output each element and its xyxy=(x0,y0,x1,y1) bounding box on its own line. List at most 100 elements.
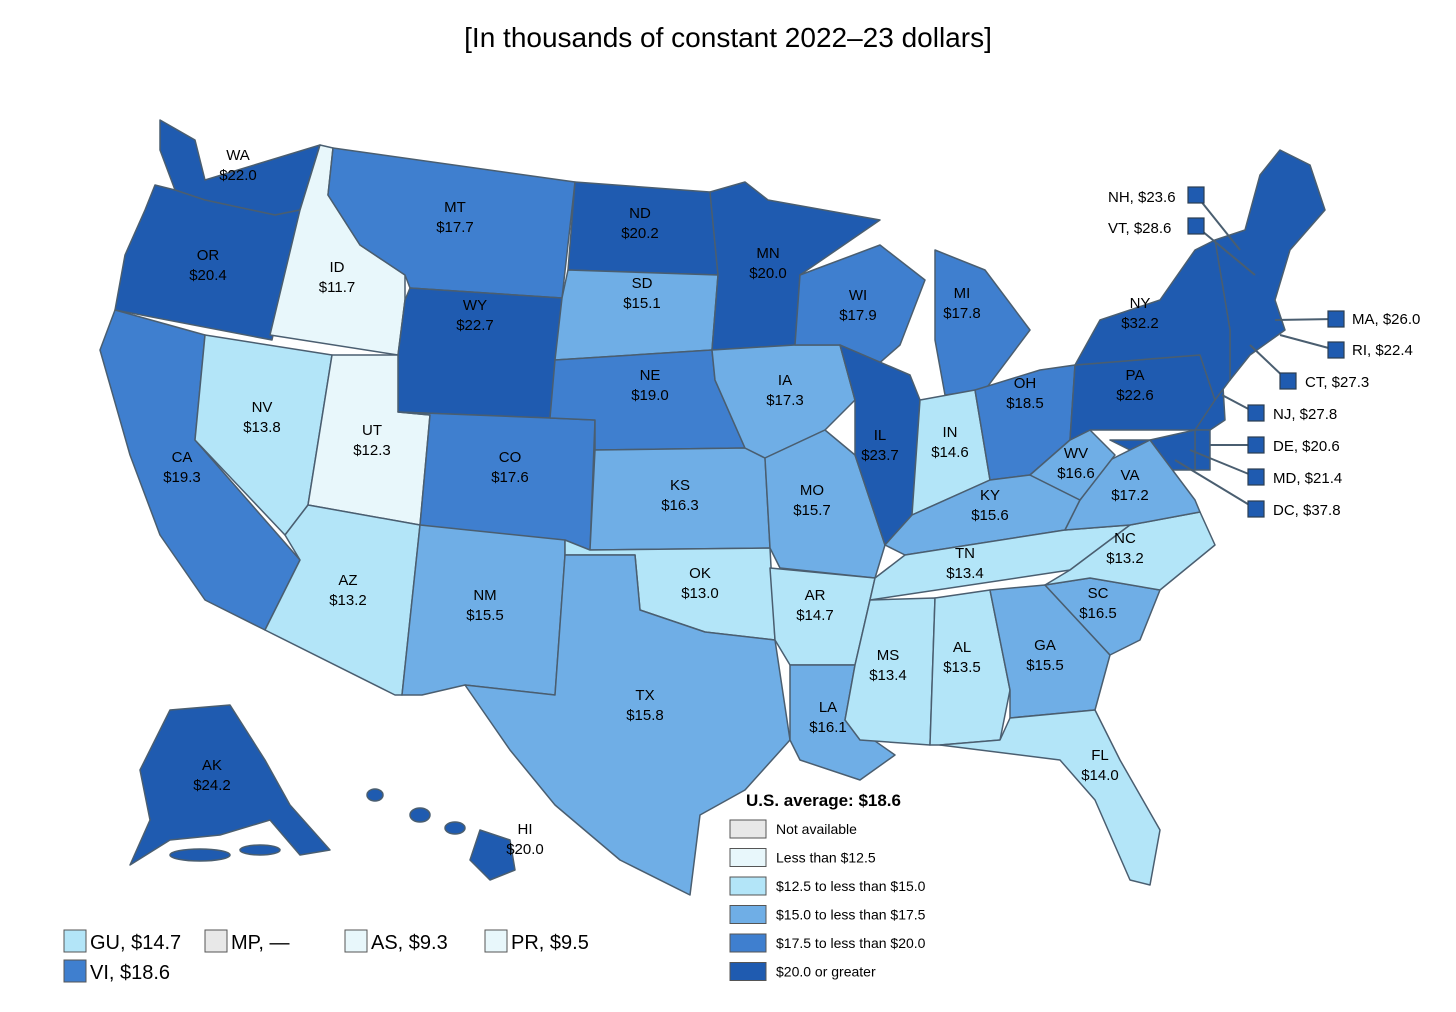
callout-label: NH, $23.6 xyxy=(1108,189,1176,206)
state-value-in: $14.6 xyxy=(931,444,969,461)
callout-leader xyxy=(1279,334,1337,351)
territory-label: PR, $9.5 xyxy=(511,932,589,954)
territory-swatch xyxy=(344,929,368,953)
state-abbr-nd: ND xyxy=(629,205,651,222)
island-shape xyxy=(239,844,281,856)
legend-label: Less than $12.5 xyxy=(776,850,876,866)
state-shape-mo xyxy=(764,429,886,579)
map-title: [In thousands of constant 2022–23 dollar… xyxy=(464,22,992,53)
state-abbr-al: AL xyxy=(953,639,971,656)
state-value-tx: $15.8 xyxy=(626,707,664,724)
state-value-ut: $12.3 xyxy=(353,442,391,459)
state-abbr-ca: CA xyxy=(172,449,193,466)
state-value-ny: $32.2 xyxy=(1121,315,1159,332)
legend-label: $17.5 to less than $20.0 xyxy=(776,935,926,951)
callout-label: MD, $21.4 xyxy=(1273,470,1342,487)
state-value-ok: $13.0 xyxy=(681,585,719,602)
legend-title: U.S. average: $18.6 xyxy=(746,791,901,810)
state-value-ia: $17.3 xyxy=(766,392,804,409)
state-abbr-sd: SD xyxy=(632,275,653,292)
state-value-ms: $13.4 xyxy=(869,667,907,684)
callout-label: CT, $27.3 xyxy=(1305,374,1369,391)
state-value-tn: $13.4 xyxy=(946,565,984,582)
state-shapes xyxy=(99,119,1326,896)
legend-label: $20.0 or greater xyxy=(776,964,876,980)
territory-label: AS, $9.3 xyxy=(371,932,448,954)
state-abbr-or: OR xyxy=(197,247,220,264)
state-shape-de xyxy=(1194,429,1211,471)
state-shape-fl xyxy=(939,709,1161,886)
state-value-ky: $15.6 xyxy=(971,507,1009,524)
state-value-wa: $22.0 xyxy=(219,167,257,184)
island-shape xyxy=(169,848,231,862)
state-abbr-fl: FL xyxy=(1091,747,1109,764)
territory-swatch xyxy=(63,929,87,953)
island-shape xyxy=(366,788,384,802)
callout-label: RI, $22.4 xyxy=(1352,342,1413,359)
state-value-id: $11.7 xyxy=(319,279,355,296)
state-value-ga: $15.5 xyxy=(1026,657,1064,674)
state-value-nm: $15.5 xyxy=(466,607,504,624)
state-abbr-az: AZ xyxy=(338,572,357,589)
state-abbr-mt: MT xyxy=(444,199,466,216)
callout-swatch xyxy=(1247,468,1265,486)
legend-swatch xyxy=(729,848,767,867)
state-abbr-ne: NE xyxy=(640,367,661,384)
state-abbr-tn: TN xyxy=(955,545,975,562)
legend-swatch xyxy=(729,933,767,953)
state-shape-ak xyxy=(129,704,331,866)
state-abbr-nm: NM xyxy=(473,587,496,604)
state-value-la: $16.1 xyxy=(809,719,847,736)
state-value-sd: $15.1 xyxy=(623,295,661,312)
state-abbr-hi: HI xyxy=(518,821,533,838)
state-value-ca: $19.3 xyxy=(163,469,201,486)
callout-swatch xyxy=(1187,217,1205,235)
state-abbr-mo: MO xyxy=(800,482,824,499)
state-abbr-ny: NY xyxy=(1130,295,1151,312)
legend-swatch xyxy=(729,819,767,839)
territories: GU, $14.7 MP, — AS, $9.3 PR, $9.5 VI, $18.6 xyxy=(63,929,589,984)
callout-swatch xyxy=(1327,310,1345,328)
state-abbr-id: ID xyxy=(330,259,345,276)
state-value-hi: $20.0 xyxy=(506,841,544,858)
state-labels: WA $22.0 OR $20.4 CA $19.3 ID $11.7 NV $13.8 MT $17… xyxy=(163,147,1159,858)
legend: U.S. average: $18.6 Not available Less tha… xyxy=(729,791,926,981)
state-abbr-in: IN xyxy=(943,424,958,441)
state-value-ak: $24.2 xyxy=(193,777,231,794)
state-abbr-va: VA xyxy=(1121,467,1140,484)
territory-swatch xyxy=(204,929,228,953)
state-abbr-wi: WI xyxy=(849,287,867,304)
state-abbr-ia: IA xyxy=(778,372,792,389)
state-value-ar: $14.7 xyxy=(796,607,834,624)
territory-swatch xyxy=(484,929,508,953)
state-shape-mi xyxy=(934,249,1031,396)
state-value-co: $17.6 xyxy=(491,469,529,486)
callout-leader xyxy=(1195,194,1241,251)
state-value-va: $17.2 xyxy=(1111,487,1149,504)
state-abbr-co: CO xyxy=(499,449,522,466)
state-abbr-nv: NV xyxy=(252,399,273,416)
callout-label: NJ, $27.8 xyxy=(1273,406,1337,423)
state-abbr-ar: AR xyxy=(805,587,826,604)
state-value-ks: $16.3 xyxy=(661,497,699,514)
island-shape xyxy=(444,821,466,835)
territory-label: VI, $18.6 xyxy=(90,962,170,984)
state-abbr-oh: OH xyxy=(1014,375,1037,392)
state-value-al: $13.5 xyxy=(943,659,981,676)
state-value-or: $20.4 xyxy=(189,267,227,284)
state-value-oh: $18.5 xyxy=(1006,395,1044,412)
state-value-az: $13.2 xyxy=(329,592,367,609)
state-value-nd: $20.2 xyxy=(621,225,659,242)
state-shape-tx xyxy=(464,554,791,896)
state-abbr-pa: PA xyxy=(1126,367,1145,384)
state-abbr-ms: MS xyxy=(877,647,900,664)
callout-label: VT, $28.6 xyxy=(1108,220,1171,237)
legend-label: Not available xyxy=(776,821,857,837)
state-abbr-mn: MN xyxy=(756,245,779,262)
state-value-nv: $13.8 xyxy=(243,419,281,436)
state-value-pa: $22.6 xyxy=(1116,387,1154,404)
state-abbr-ak: AK xyxy=(202,757,222,774)
callout-label: MA, $26.0 xyxy=(1352,311,1420,328)
state-abbr-wv: WV xyxy=(1064,445,1088,462)
callout-leader xyxy=(1174,459,1257,510)
